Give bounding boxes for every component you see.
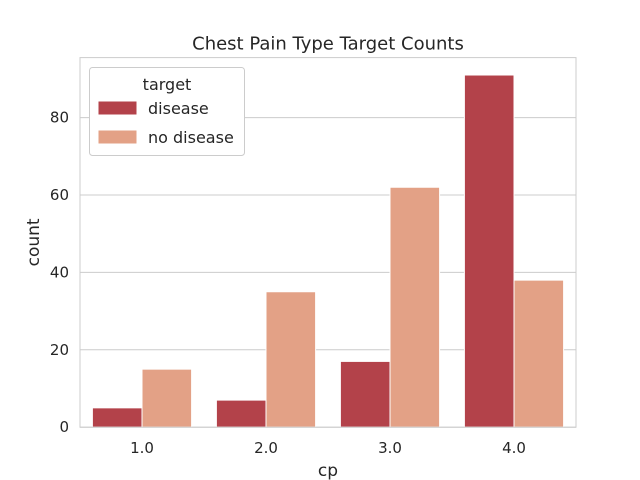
y-tick-label: 40: [50, 263, 69, 281]
plot-frame: [79, 57, 577, 428]
x-axis-label: cp: [318, 461, 338, 480]
y-tick-label: 60: [50, 186, 69, 204]
bar-disease: [339, 360, 391, 428]
y-tick-label: 20: [50, 341, 69, 359]
y-tick-label: 80: [50, 109, 69, 127]
bar-disease: [91, 407, 143, 428]
y-tick-label: 0: [59, 418, 69, 436]
legend-title: target: [143, 75, 192, 94]
bar-disease: [463, 74, 515, 428]
x-tick-label: 2.0: [254, 439, 278, 457]
bars-layer: [91, 74, 565, 428]
legend-swatch-no-disease: [97, 129, 138, 145]
legend-label-disease: disease: [148, 99, 209, 118]
legend-swatch-disease: [97, 100, 138, 116]
bar-disease: [215, 399, 267, 428]
x-tick-label: 1.0: [130, 439, 154, 457]
bar-no-disease: [265, 291, 317, 428]
legend-label-no-disease: no disease: [148, 128, 234, 147]
chart-title: Chest Pain Type Target Counts: [192, 34, 464, 55]
legend: target disease no disease: [89, 67, 245, 156]
y-axis-label: count: [24, 218, 44, 266]
x-tick-label: 3.0: [378, 439, 402, 457]
bar-no-disease: [389, 186, 441, 428]
bar-no-disease: [513, 279, 565, 428]
tick-layer: 0 20 40 60 80 1.0 2.0 3.0 4.0: [50, 109, 526, 458]
x-tick-label: 4.0: [502, 439, 526, 457]
bar-no-disease: [141, 368, 193, 428]
